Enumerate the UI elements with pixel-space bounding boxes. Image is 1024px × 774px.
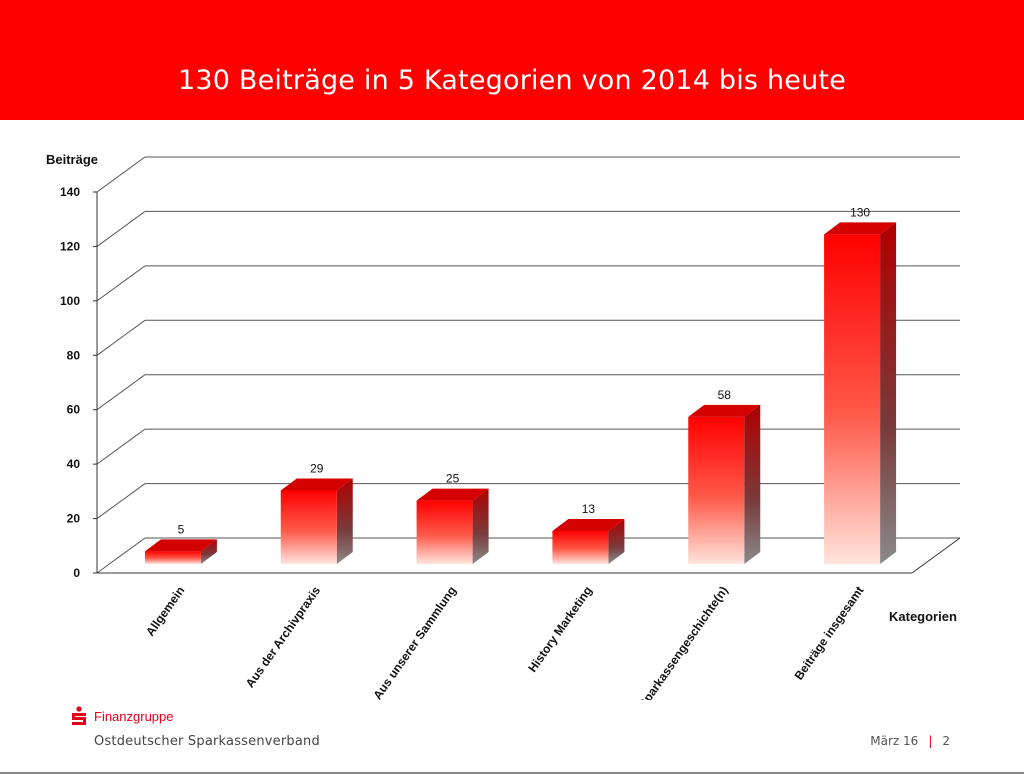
bar-top [144, 539, 217, 552]
category-label: Sparkassengeschichte(n) [636, 584, 731, 700]
y-tick-label: 40 [67, 457, 81, 471]
gridline-slant [96, 483, 146, 519]
bar: 25 [416, 472, 489, 564]
y-tick-label: 100 [60, 294, 80, 308]
bar-top [280, 478, 353, 491]
bar-front [552, 531, 609, 564]
data-label: 25 [446, 472, 460, 486]
bar-front [280, 490, 337, 564]
gridline-slant [96, 319, 146, 356]
bar: 130 [824, 205, 897, 564]
category-label: Allgemein [143, 584, 187, 639]
bar-top [824, 222, 897, 235]
bar-top [552, 519, 625, 532]
floor-right-edge [911, 537, 961, 574]
data-label: 13 [582, 502, 596, 516]
data-label: 58 [718, 388, 732, 402]
bars: 5 29 25 13 58 130 [144, 205, 897, 564]
bar-front [416, 500, 473, 564]
page-info: März 16 | 2 [870, 734, 950, 748]
category-label: Aus der Archivpraxis [243, 583, 324, 690]
bar: 58 [688, 388, 761, 564]
bar-chart: 0 20 40 60 80 100 120 140 Allgemein Aus der Archi… [46, 152, 961, 700]
title-banner: 130 Beiträge in 5 Kategorien von 2014 bi… [0, 0, 1024, 120]
footer-brand: Finanzgruppe [70, 706, 174, 726]
bar-side [744, 404, 761, 564]
bar-side [472, 488, 489, 564]
gridline-slant [96, 265, 146, 302]
gridline-slant [96, 374, 146, 411]
page-title: 130 Beiträge in 5 Kategorien von 2014 bi… [177, 64, 847, 96]
bottom-divider [0, 772, 1024, 774]
bar: 5 [144, 522, 217, 564]
data-label: 5 [178, 522, 185, 536]
category-label: History Marketing [525, 584, 595, 675]
bar: 29 [280, 461, 353, 564]
y-tick-label: 0 [73, 566, 80, 580]
bar-top [416, 488, 489, 501]
bar-front [144, 551, 201, 564]
bar-side [336, 478, 353, 564]
organization-name: Ostdeutscher Sparkassenverband [94, 734, 320, 749]
page-separator: | [928, 734, 933, 748]
gridline-slant [96, 428, 146, 465]
category-label: Beiträge insgesamt [792, 584, 867, 683]
bar: 13 [552, 502, 625, 564]
brand-name: Finanzgruppe [94, 708, 174, 724]
gridline-slant [96, 537, 146, 574]
sparkasse-s-logo-icon [72, 706, 86, 725]
gridline-slant [96, 211, 146, 247]
bar-top [688, 404, 761, 417]
y-tick-label: 120 [60, 239, 80, 253]
bar-side [200, 539, 217, 564]
x-axis-title: Kategorien [889, 609, 957, 624]
slide-date: März 16 [870, 734, 919, 748]
y-tick-label: 60 [67, 403, 81, 417]
y-axis-title: Beiträge [46, 152, 98, 167]
bar-front [824, 234, 881, 564]
bar-side [608, 519, 625, 564]
bar-side [880, 222, 897, 564]
y-tick-label: 80 [67, 348, 81, 362]
gridline-slant [96, 156, 146, 193]
y-tick-label: 20 [67, 512, 81, 526]
data-label: 130 [850, 205, 870, 219]
data-label: 29 [310, 461, 324, 475]
y-tick-label: 140 [60, 185, 80, 199]
bar-front [688, 416, 745, 564]
page-number: 2 [942, 734, 950, 748]
category-label: Aus unserer Sammlung [370, 584, 459, 700]
